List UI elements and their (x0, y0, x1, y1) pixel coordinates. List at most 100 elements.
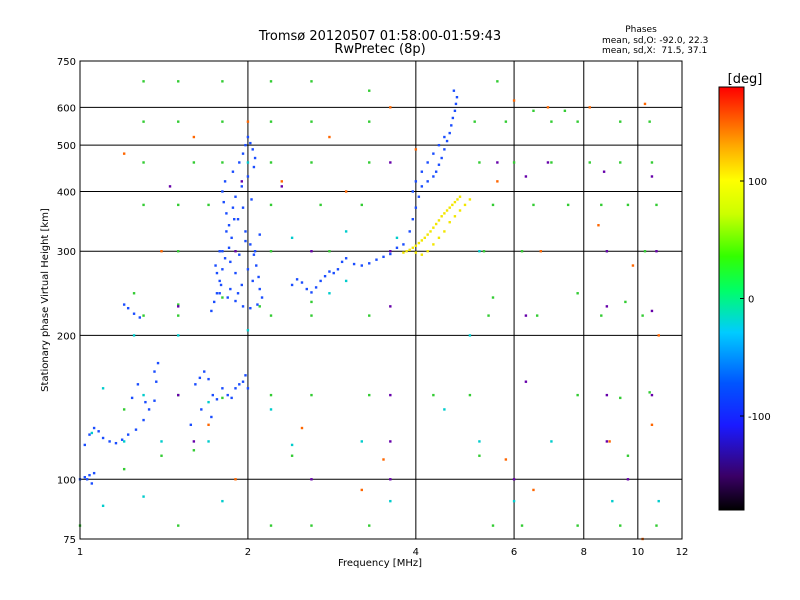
data-point (219, 283, 223, 287)
data-point (458, 209, 462, 212)
data-point (443, 212, 446, 215)
data-point (257, 275, 260, 279)
data-point (300, 281, 304, 284)
data-point (122, 440, 126, 443)
data-point (443, 230, 446, 233)
data-point (468, 393, 472, 397)
data-point (426, 161, 429, 164)
data-point (576, 292, 579, 295)
data-point (207, 377, 210, 381)
data-point (114, 441, 118, 445)
data-point (85, 478, 89, 481)
y-tick-label: 300 (57, 247, 76, 258)
data-point (142, 80, 145, 83)
data-point (420, 170, 424, 173)
data-point (600, 314, 603, 317)
data-point (328, 270, 331, 273)
data-point (155, 380, 158, 383)
data-point (414, 206, 418, 209)
data-point (194, 383, 197, 386)
x-tick-label: 8 (581, 547, 587, 558)
data-point (153, 399, 156, 402)
data-point (360, 203, 363, 207)
data-point (227, 246, 231, 249)
data-point (453, 215, 457, 218)
x-tick-label: 12 (676, 547, 689, 558)
x-axis-ticks: 1 2 4 6 8 10 12 (77, 547, 689, 558)
data-point (491, 203, 495, 207)
data-point (198, 376, 202, 380)
data-point (223, 257, 227, 260)
data-point (258, 233, 261, 236)
data-point (453, 200, 457, 204)
data-point (443, 148, 446, 151)
data-point (443, 408, 446, 411)
data-point (402, 243, 405, 246)
data-point (142, 418, 145, 422)
data-point (611, 499, 614, 503)
data-point (432, 393, 435, 397)
data-point (233, 218, 236, 221)
data-point (389, 106, 392, 109)
data-point (368, 262, 371, 265)
data-point (417, 241, 421, 245)
data-point (478, 250, 481, 253)
data-point (122, 408, 126, 411)
data-point (246, 120, 250, 123)
data-point (251, 148, 254, 151)
data-point (192, 440, 196, 443)
colorbar-tick-label: 100 (748, 177, 767, 188)
data-point (524, 314, 528, 317)
data-point (432, 175, 435, 178)
data-point (605, 250, 609, 253)
data-point (88, 433, 91, 436)
data-point (249, 243, 252, 246)
data-point (132, 312, 136, 315)
data-point (177, 120, 180, 123)
data-point (236, 292, 240, 295)
data-point (624, 300, 627, 304)
data-point (655, 203, 658, 207)
colorbar-tick-label: -100 (748, 412, 771, 423)
data-point (432, 152, 435, 155)
data-point (496, 80, 499, 83)
y-tick-label: 200 (57, 331, 76, 342)
data-point (360, 488, 363, 492)
data-point (328, 292, 331, 295)
data-point (244, 230, 247, 233)
y-tick-label: 400 (57, 187, 76, 198)
data-point (142, 393, 145, 397)
data-point (240, 185, 243, 188)
data-point (142, 495, 145, 498)
data-point (389, 499, 392, 503)
data-point (445, 209, 449, 212)
data-point (97, 430, 100, 433)
data-point (532, 488, 535, 492)
data-point (290, 443, 294, 447)
grid-lines (80, 61, 682, 539)
phase-stats-title: Phases (625, 25, 657, 35)
data-point (240, 283, 243, 287)
data-point (229, 260, 232, 264)
data-point (142, 161, 145, 164)
data-point (512, 99, 516, 102)
data-point (344, 257, 348, 260)
data-point (512, 478, 516, 481)
data-point (360, 440, 363, 443)
data-point (478, 454, 481, 457)
data-point (520, 250, 524, 253)
data-point (452, 89, 456, 92)
data-point (221, 250, 224, 253)
data-point (177, 250, 180, 253)
data-point (126, 306, 130, 310)
data-point (147, 408, 151, 411)
data-point (269, 393, 273, 397)
data-point (246, 329, 250, 332)
data-point (389, 305, 392, 308)
data-point (269, 314, 273, 317)
data-point (246, 387, 250, 390)
data-point (234, 478, 237, 481)
data-point (417, 195, 421, 198)
data-point (432, 243, 435, 246)
